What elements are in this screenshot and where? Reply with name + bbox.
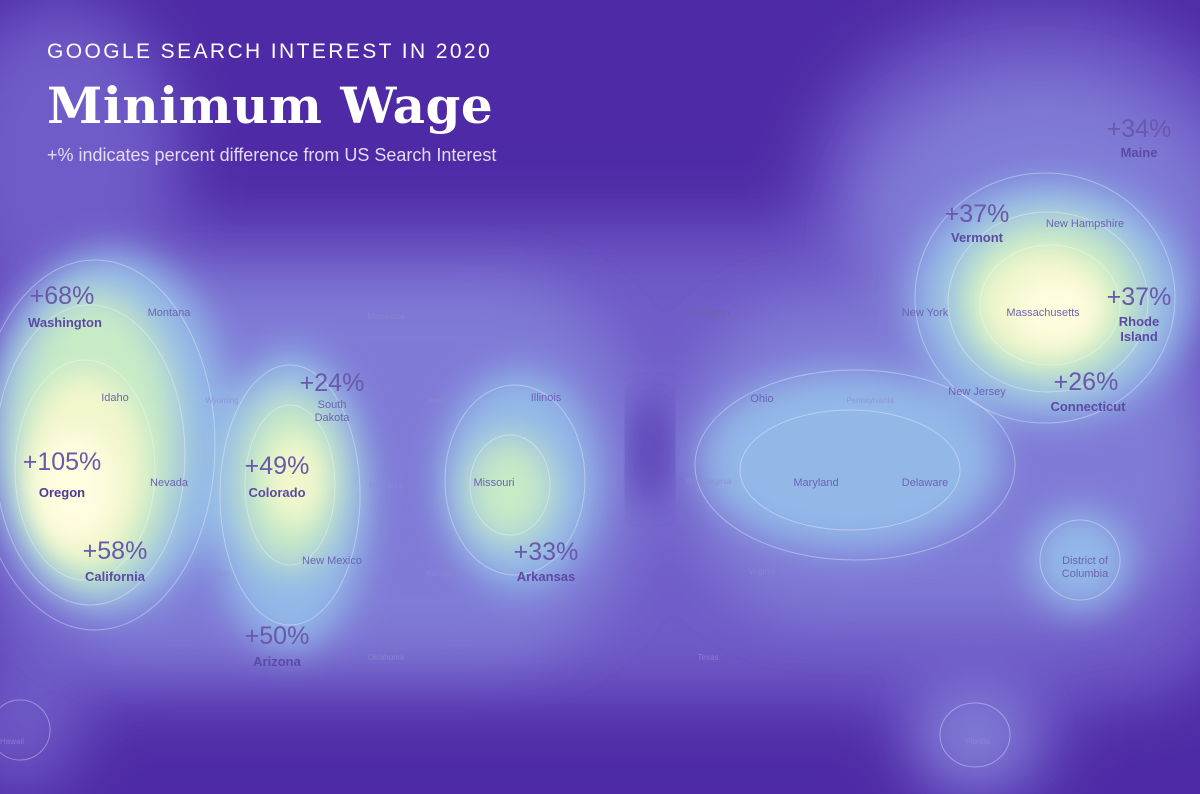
- state-label-virginia: Virginia: [748, 567, 776, 576]
- value-label-washington: +68%: [29, 282, 95, 310]
- value-label-south-dakota: +24%: [299, 369, 365, 397]
- state-label-maine: Maine: [1120, 145, 1158, 160]
- value-label-vermont: +37%: [944, 200, 1010, 228]
- state-label-ohio: Ohio: [750, 393, 774, 405]
- state-label-new-york: New York: [901, 307, 949, 319]
- state-label-arkansas: Arkansas: [516, 569, 576, 584]
- value-label-colorado: +49%: [244, 452, 310, 480]
- kicker: GOOGLE SEARCH INTEREST IN 2020: [47, 40, 493, 63]
- state-label-vermont: Vermont: [950, 230, 1004, 245]
- value-label-connecticut: +26%: [1053, 368, 1119, 396]
- state-label-iowa: Iowa: [428, 396, 446, 405]
- value-label-arkansas: +33%: [513, 538, 579, 566]
- state-label-washington: Washington: [28, 315, 102, 330]
- state-label-oregon: Oregon: [38, 485, 86, 500]
- state-label-kansas: Kansas: [426, 569, 454, 578]
- page-title: Minimum Wage: [47, 76, 494, 135]
- header: GOOGLE SEARCH INTEREST IN 2020 Minimum W…: [47, 40, 496, 166]
- state-label-nevada: Nevada: [150, 477, 188, 489]
- state-label-new-mexico: New Mexico: [302, 555, 362, 567]
- state-label-idaho: Idaho: [101, 392, 129, 404]
- state-label-arizona: Arizona: [253, 654, 301, 669]
- value-label-california: +58%: [82, 537, 148, 565]
- state-label-massachusetts: Massachusetts: [1006, 307, 1080, 319]
- state-label-delaware: Delaware: [901, 477, 949, 489]
- state-label-new-hampshire: New Hampshire: [1045, 218, 1125, 230]
- state-label-minnesota: Minnesota: [367, 312, 405, 321]
- state-label-texas: Texas: [697, 653, 719, 662]
- state-label-south-dakota: South Dakota: [314, 399, 350, 424]
- state-label-illinois: Illinois: [530, 392, 562, 404]
- state-label-missouri: Missouri: [473, 477, 515, 489]
- state-label-oklahoma: Oklahoma: [367, 653, 405, 662]
- state-label-west-virginia: West Virginia: [684, 477, 732, 486]
- state-label-florida: Florida: [965, 737, 991, 746]
- state-label-montana: Montana: [147, 307, 191, 319]
- subtitle: +% indicates percent difference from US …: [47, 145, 497, 165]
- state-label-wyoming: Wyoming: [205, 396, 239, 405]
- state-label-nebraska: Nebraska: [368, 481, 404, 490]
- state-label-new-jersey: New Jersey: [948, 386, 1006, 398]
- state-label-colorado: Colorado: [248, 485, 306, 500]
- state-label-rhode-island: Rhode Island: [1118, 314, 1160, 344]
- state-label-connecticut: Connecticut: [1050, 399, 1126, 414]
- value-label-arizona: +50%: [244, 622, 310, 650]
- value-label-maine: +34%: [1106, 115, 1172, 143]
- state-label-california: California: [85, 569, 145, 584]
- state-label-michigan: Michigan: [685, 307, 731, 319]
- value-label-rhode-island: +37%: [1106, 283, 1172, 311]
- value-label-oregon: +105%: [22, 448, 102, 476]
- state-label-utah: Utah: [213, 569, 231, 578]
- state-label-pennsylvania: Pennsylvania: [846, 396, 894, 405]
- state-label-hawaii: Hawaii: [0, 737, 25, 746]
- state-label-district-of-columbia: District of Columbia: [1061, 555, 1109, 580]
- state-label-maryland: Maryland: [793, 477, 839, 489]
